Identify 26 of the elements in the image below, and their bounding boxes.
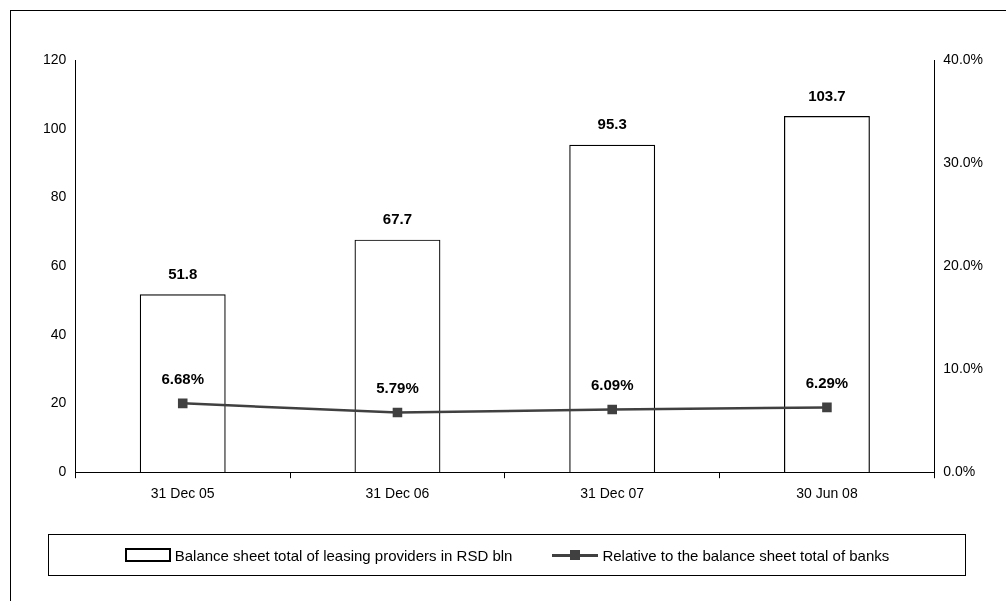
y2-tick-label: 20.0% <box>943 256 984 273</box>
legend-label: Balance sheet total of leasing providers in RSD bln <box>174 546 513 564</box>
y-tick-label: 100 <box>43 119 67 136</box>
y2-tick-label: 40.0% <box>943 50 984 67</box>
y-tick-label: 80 <box>50 188 67 205</box>
data-label: 103.7 <box>808 86 846 104</box>
data-label: 95.3 <box>597 115 627 133</box>
x-tick-label: 30 Jun 08 <box>796 485 858 502</box>
data-label: 5.79% <box>376 379 419 397</box>
y2-tick-label: 0.0% <box>943 463 976 480</box>
y2-tick-label: 30.0% <box>943 153 984 170</box>
x-tick-label: 31 Dec 07 <box>580 485 645 502</box>
y2-tick-label: 10.0% <box>943 360 984 377</box>
data-label: 51.8 <box>168 264 198 282</box>
data-label: 6.09% <box>590 376 634 394</box>
y-tick-label: 20 <box>50 394 67 411</box>
y-tick-label: 0 <box>58 463 67 480</box>
y-tick-label: 60 <box>50 256 67 273</box>
legend-label: Relative to the balance sheet total of banks <box>602 546 890 564</box>
y-tick-label: 40 <box>50 325 67 342</box>
x-tick-label: 31 Dec 05 <box>150 485 215 502</box>
y-tick-label: 120 <box>43 50 67 67</box>
x-tick-label: 31 Dec 06 <box>365 485 430 502</box>
data-label: 6.29% <box>805 374 849 392</box>
data-label: 67.7 <box>382 210 413 228</box>
data-label: 6.68% <box>161 370 204 387</box>
